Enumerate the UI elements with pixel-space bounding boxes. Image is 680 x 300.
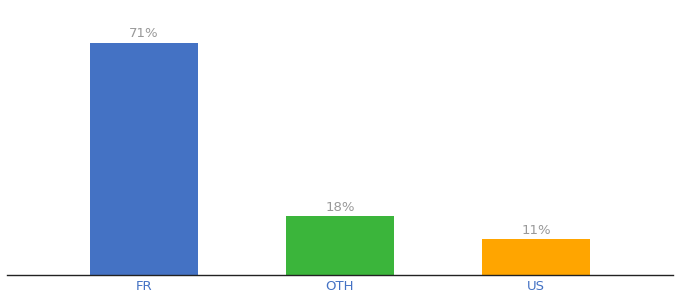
Bar — [286, 216, 394, 275]
Bar — [90, 43, 198, 275]
Text: 71%: 71% — [129, 27, 159, 40]
Bar — [482, 239, 590, 275]
Text: 11%: 11% — [521, 224, 551, 237]
Text: 18%: 18% — [325, 201, 355, 214]
